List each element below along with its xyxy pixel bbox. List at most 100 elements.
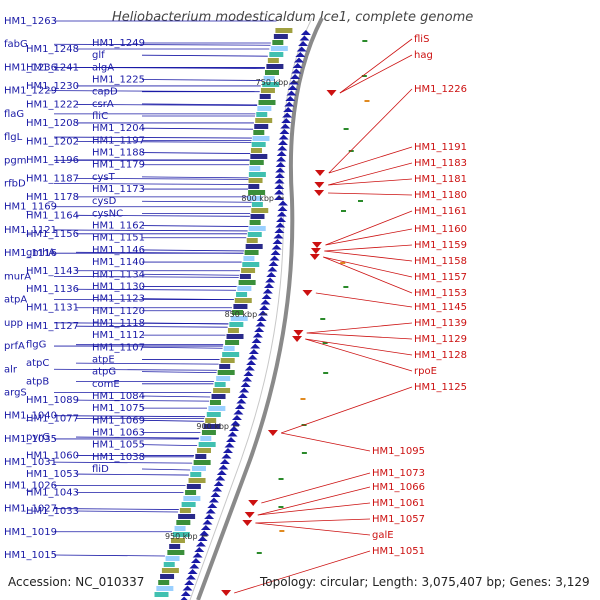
forward-gene-arrow <box>218 464 229 470</box>
scale-tick-label: 900 kbp <box>196 422 229 431</box>
right-gene-label: HM1_1183 <box>414 158 467 169</box>
left-leader-line <box>53 136 252 139</box>
left-gene-label: HM1_1121 <box>4 225 57 236</box>
left-gene-label: HM1_1077 <box>26 414 79 425</box>
left-gene-label: HM1_1130 <box>92 281 145 292</box>
feature-tile <box>248 184 260 189</box>
feature-tile <box>249 166 261 171</box>
right-leader-line <box>328 178 413 186</box>
forward-gene-arrow <box>298 41 309 46</box>
left-gene-label: HM1_1136 <box>26 284 79 295</box>
left-gene-label: HM1_1075 <box>92 403 145 414</box>
feature-tile <box>241 268 256 273</box>
right-leader-line <box>339 38 413 94</box>
feature-tile <box>253 130 265 135</box>
left-gene-label: HM1_1249 <box>92 38 145 49</box>
left-gene-label: HM1_1178 <box>26 192 79 203</box>
feature-tile <box>238 280 256 285</box>
left-leader-line <box>141 395 211 398</box>
left-gene-label: HM1_1151 <box>92 233 145 244</box>
feature-tile <box>200 436 212 441</box>
right-leader-line <box>261 472 371 504</box>
feature-tile <box>172 532 190 537</box>
right-leader-line <box>280 386 413 434</box>
left-gene-label: cysNC <box>92 208 123 219</box>
left-leader-line <box>53 368 218 371</box>
forward-gene-arrow <box>296 46 307 52</box>
forward-gene-arrow <box>212 486 223 492</box>
forward-gene-arrow <box>231 415 242 420</box>
left-leader-line <box>141 54 268 57</box>
feature-tile <box>223 346 235 351</box>
right-gene-label: HM1_1161 <box>414 206 467 217</box>
left-leader-line <box>141 127 254 130</box>
forward-gene-arrow <box>267 266 278 272</box>
right-gene-label: HM1_1139 <box>414 318 467 329</box>
feature-tile <box>190 472 202 477</box>
forward-gene-arrow <box>277 145 288 151</box>
feature-mark <box>343 128 349 130</box>
feature-tile <box>247 232 262 237</box>
left-gene-label: flaG <box>4 109 24 120</box>
forward-gene-arrow <box>254 327 265 332</box>
forward-gene-arrow <box>292 63 303 68</box>
feature-tile <box>167 550 185 555</box>
forward-gene-arrow <box>281 118 292 123</box>
right-leader-line <box>323 256 413 294</box>
left-gene-labels: HM1_1263 fabG HM1_1236 HM1_1229 flaG flgL pgm r… <box>4 16 145 561</box>
forward-gene-arrow <box>275 162 286 167</box>
feature-mark <box>279 530 285 532</box>
forward-gene-arrow <box>279 129 290 134</box>
right-gene-label: HM1_1159 <box>414 240 467 251</box>
forward-gene-arrow <box>274 173 285 178</box>
feature-tile <box>273 34 288 39</box>
forward-gene-arrow <box>184 580 195 585</box>
forward-gene-arrow <box>266 272 277 277</box>
feature-tile <box>242 262 260 267</box>
feature-tile <box>249 160 264 165</box>
feature-tile <box>260 88 275 93</box>
left-leader-line <box>75 67 265 69</box>
forward-gene-arrow <box>247 354 258 360</box>
right-leader-line <box>325 228 413 246</box>
left-leader-line <box>75 436 200 439</box>
feature-mark <box>341 210 347 212</box>
forward-gene-arrow <box>274 228 285 233</box>
feature-tile <box>203 424 221 429</box>
left-gene-label: HM1_1204 <box>92 123 145 134</box>
forward-gene-arrow <box>269 255 280 261</box>
left-gene-label: HM1_1241 <box>26 62 79 73</box>
forward-gene-arrow <box>180 591 191 596</box>
forward-gene-arrow <box>261 294 272 299</box>
feature-tile <box>208 406 226 411</box>
left-gene-label: glf <box>92 50 105 61</box>
left-gene-label: atpB <box>26 377 49 388</box>
right-gene-label: HM1_1057 <box>372 514 425 525</box>
feature-tile <box>234 298 252 303</box>
forward-gene-arrow <box>202 519 213 525</box>
left-leader-line <box>75 288 237 291</box>
left-gene-label: HM1_1015 <box>4 550 57 561</box>
feature-tile <box>170 538 185 543</box>
left-leader-line <box>141 152 251 154</box>
left-leader-line <box>75 473 189 476</box>
feature-tile <box>196 448 211 453</box>
right-leader-line <box>328 88 413 174</box>
forward-gene-arrow <box>255 321 266 327</box>
left-gene-label: HM1_1027 <box>4 504 57 515</box>
right-gene-label: HM1_1191 <box>414 142 467 153</box>
forward-gene-arrow <box>230 420 241 426</box>
feature-tile <box>248 178 263 183</box>
feature-tile <box>219 364 231 369</box>
feature-tile <box>165 556 180 561</box>
right-leader-line <box>234 550 371 594</box>
left-gene-label: HM1_1060 <box>26 451 79 462</box>
left-gene-label: HM1_1031 <box>4 457 57 468</box>
left-gene-label: HM1_1156 <box>26 229 79 240</box>
right-leader-line <box>328 162 413 186</box>
left-gene-label: prfA <box>4 341 25 352</box>
reverse-gene-track <box>221 40 370 596</box>
left-gene-label: atpC <box>26 358 49 369</box>
left-gene-label: pyrG <box>26 432 50 443</box>
right-gene-label: HM1_1158 <box>414 256 467 267</box>
